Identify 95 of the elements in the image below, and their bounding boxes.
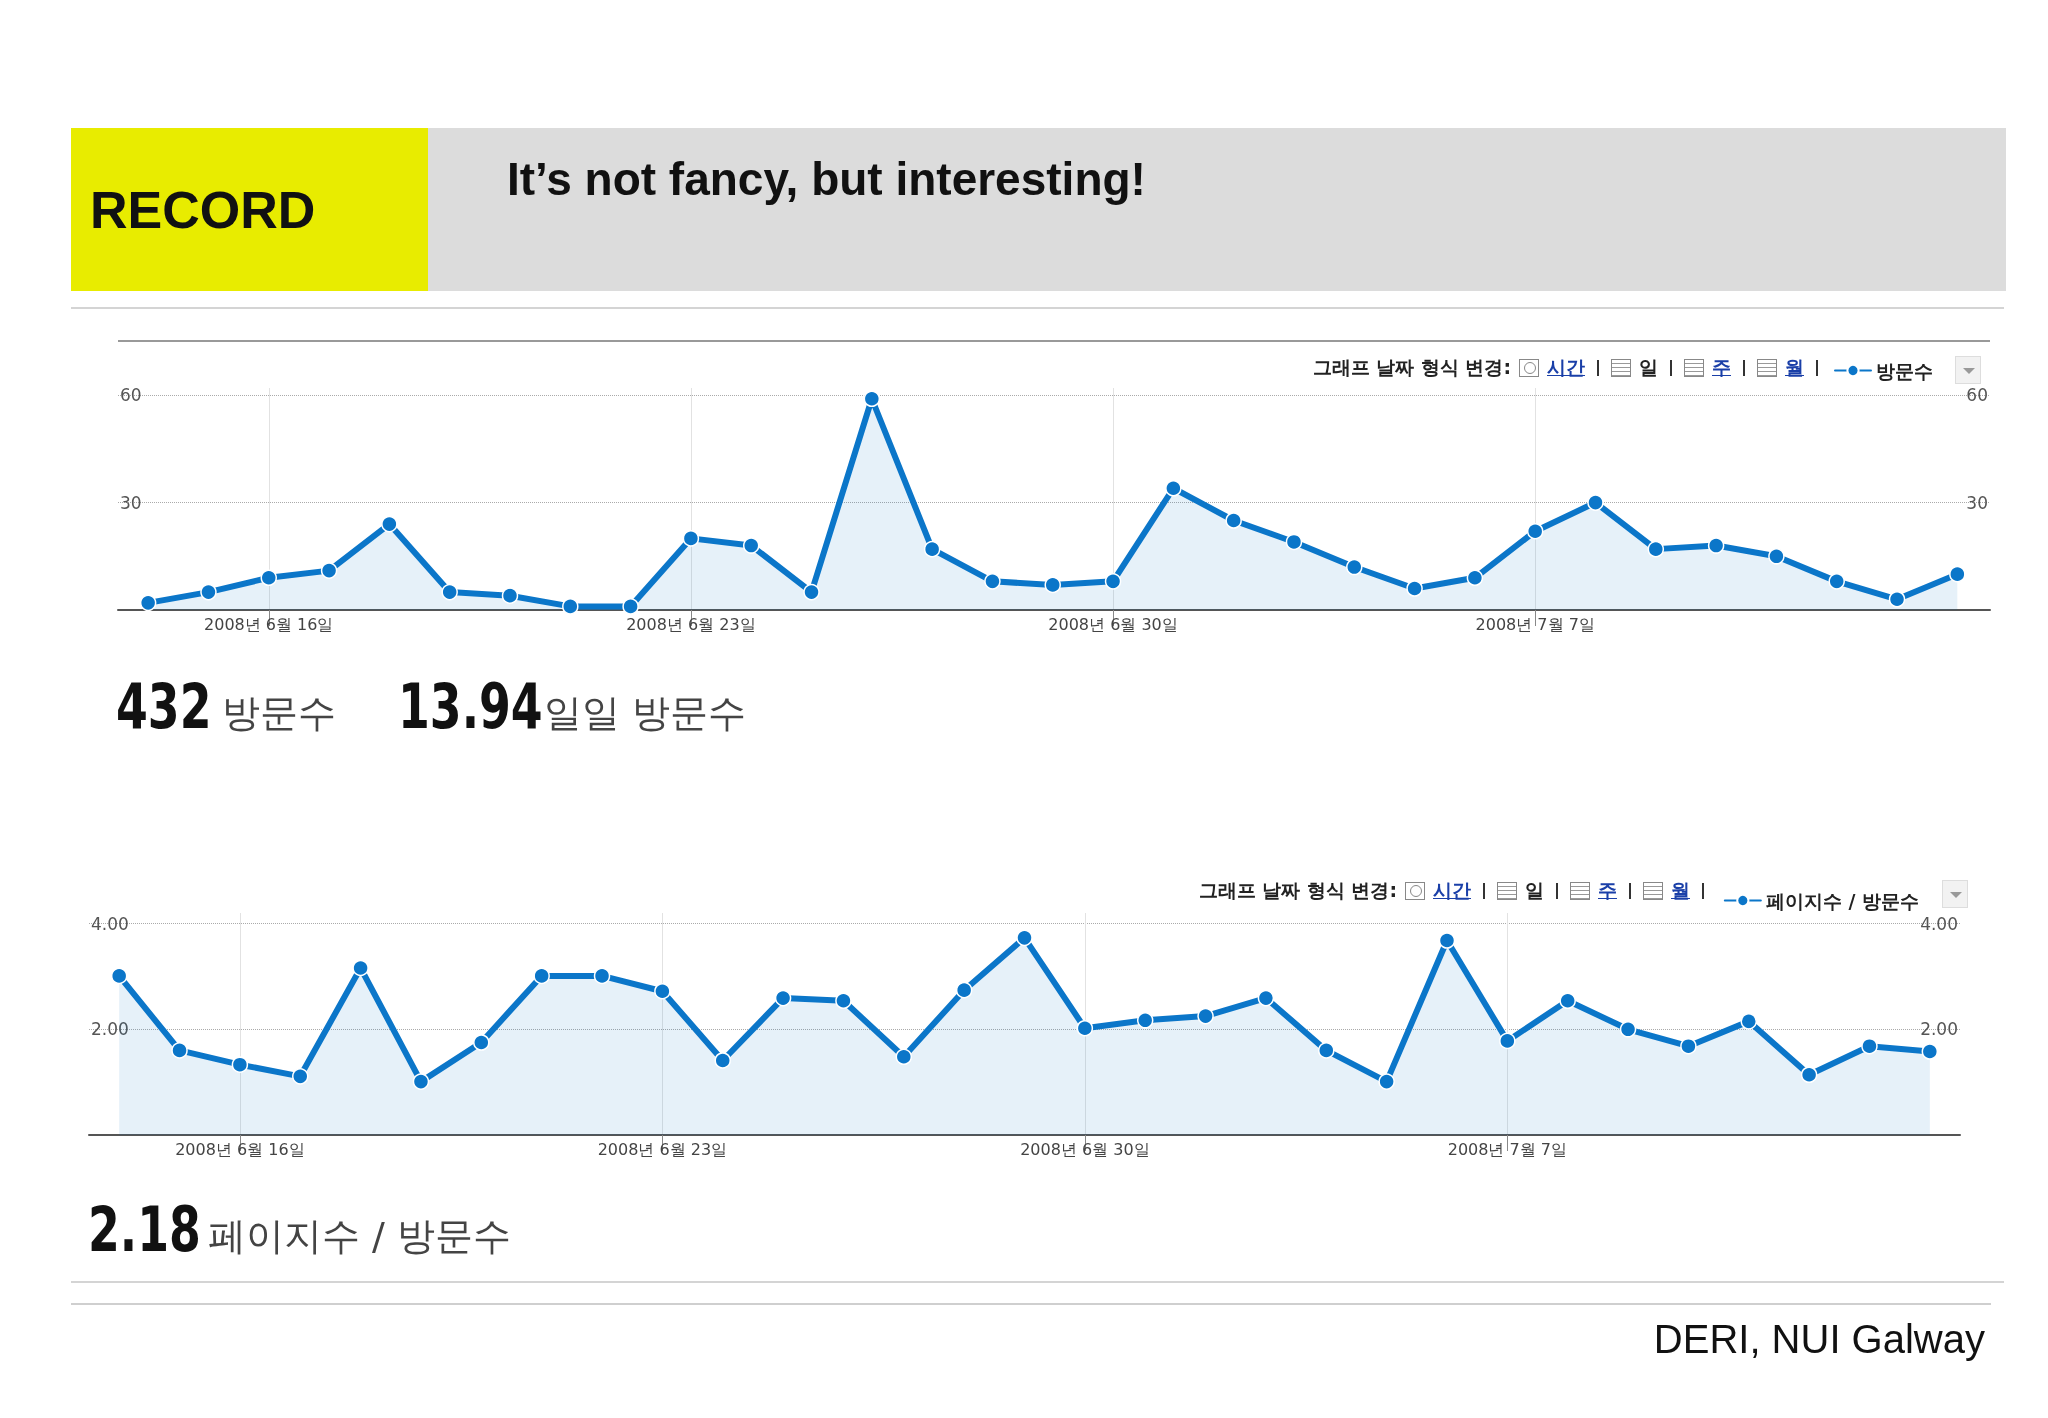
text: 주 (1598, 878, 1617, 903)
text: 월 (1785, 355, 1804, 380)
point (171, 1042, 188, 1059)
point (803, 583, 820, 601)
point (1285, 533, 1303, 551)
x-tick-label: 2008년 6월 30일 (1020, 1139, 1150, 1159)
point (1647, 540, 1665, 558)
text: 월 (1671, 878, 1690, 903)
text: 시간 (1547, 355, 1585, 380)
x-tick-label: 2008년 7월 7일 (1447, 1139, 1567, 1159)
point (139, 594, 157, 612)
point (1861, 1037, 1878, 1055)
y2-tick-label: 60 (1966, 385, 1988, 406)
point (863, 390, 881, 407)
x-tick-label: 2008년 6월 16일 (204, 614, 334, 634)
point (742, 537, 760, 554)
y2-tick-label: 4.00 (1920, 913, 1958, 934)
point (200, 583, 217, 601)
point (1165, 480, 1182, 497)
x-tick-label: 2008년 6월 16일 (175, 1139, 305, 1159)
point (1104, 573, 1122, 590)
point (1378, 1073, 1395, 1090)
point (1197, 1007, 1214, 1025)
text: 일 (1639, 355, 1658, 380)
text: 13.94 (398, 670, 543, 743)
point (501, 587, 519, 604)
point (231, 1056, 249, 1073)
point (292, 1068, 309, 1085)
y2-tick-label: 2.00 (1920, 1019, 1958, 1040)
point (1136, 1012, 1154, 1029)
point (1318, 1042, 1335, 1059)
point (1707, 537, 1725, 554)
point (895, 1048, 913, 1066)
point (1740, 1013, 1758, 1030)
text: 그래프 날짜 형식 변경: (1198, 878, 1397, 903)
point (654, 982, 671, 1000)
point (1949, 565, 1966, 583)
point (714, 1052, 731, 1069)
point (1619, 1021, 1637, 1038)
text: 페이지수 / 방문수 (208, 1213, 511, 1260)
text: 시간 (1433, 878, 1471, 903)
legend-label: 방문수 (1876, 359, 1933, 382)
point (1225, 512, 1242, 529)
point (1257, 989, 1275, 1007)
point (1559, 992, 1576, 1009)
point (1888, 591, 1906, 608)
point (682, 530, 700, 547)
y2-tick-label: 30 (1966, 492, 1988, 513)
point (1346, 558, 1363, 576)
text: RECORD (90, 180, 316, 240)
point (622, 598, 639, 615)
point (1921, 1043, 1939, 1060)
point (110, 967, 128, 985)
point (593, 967, 611, 985)
point (1828, 573, 1845, 590)
point (774, 989, 792, 1007)
x-tick-label: 2008년 6월 30일 (1048, 614, 1178, 634)
x-tick-label: 2008년 6월 23일 (597, 1139, 728, 1159)
text: 일일 방문수 (544, 690, 747, 737)
point (1768, 548, 1785, 565)
point (1016, 929, 1033, 947)
text: 432 (116, 670, 212, 743)
point (562, 598, 579, 615)
point (835, 992, 852, 1009)
legend-label: 페이지수 / 방문수 (1765, 889, 1919, 912)
point (381, 515, 398, 533)
point (955, 981, 973, 999)
point (1076, 1019, 1094, 1037)
text: 주 (1712, 355, 1731, 380)
point (984, 573, 1001, 590)
point (1466, 569, 1484, 587)
point (1438, 932, 1456, 949)
point (923, 540, 941, 558)
point (1587, 494, 1604, 511)
x-tick-label: 2008년 6월 23일 (626, 614, 756, 634)
point (473, 1034, 490, 1051)
chart-title: It’s not fancy, but interesting! (507, 152, 1146, 206)
x-tick-label: 2008년 7월 7일 (1475, 614, 1595, 634)
point (1406, 580, 1423, 597)
text: 일 (1525, 878, 1544, 903)
point (1044, 576, 1061, 594)
text: 2.18 (88, 1193, 201, 1266)
text: 방문수 (222, 690, 336, 737)
text: DERI, NUI Galway (1653, 1317, 1985, 1362)
text: 그래프 날짜 형식 변경: (1312, 355, 1511, 380)
point (1680, 1037, 1697, 1055)
point (412, 1073, 430, 1090)
point (1800, 1066, 1818, 1083)
point (441, 583, 458, 601)
point (1499, 1032, 1516, 1050)
point (533, 967, 550, 985)
point (352, 959, 369, 977)
point (1526, 522, 1544, 540)
point (320, 562, 338, 579)
point (260, 569, 278, 587)
